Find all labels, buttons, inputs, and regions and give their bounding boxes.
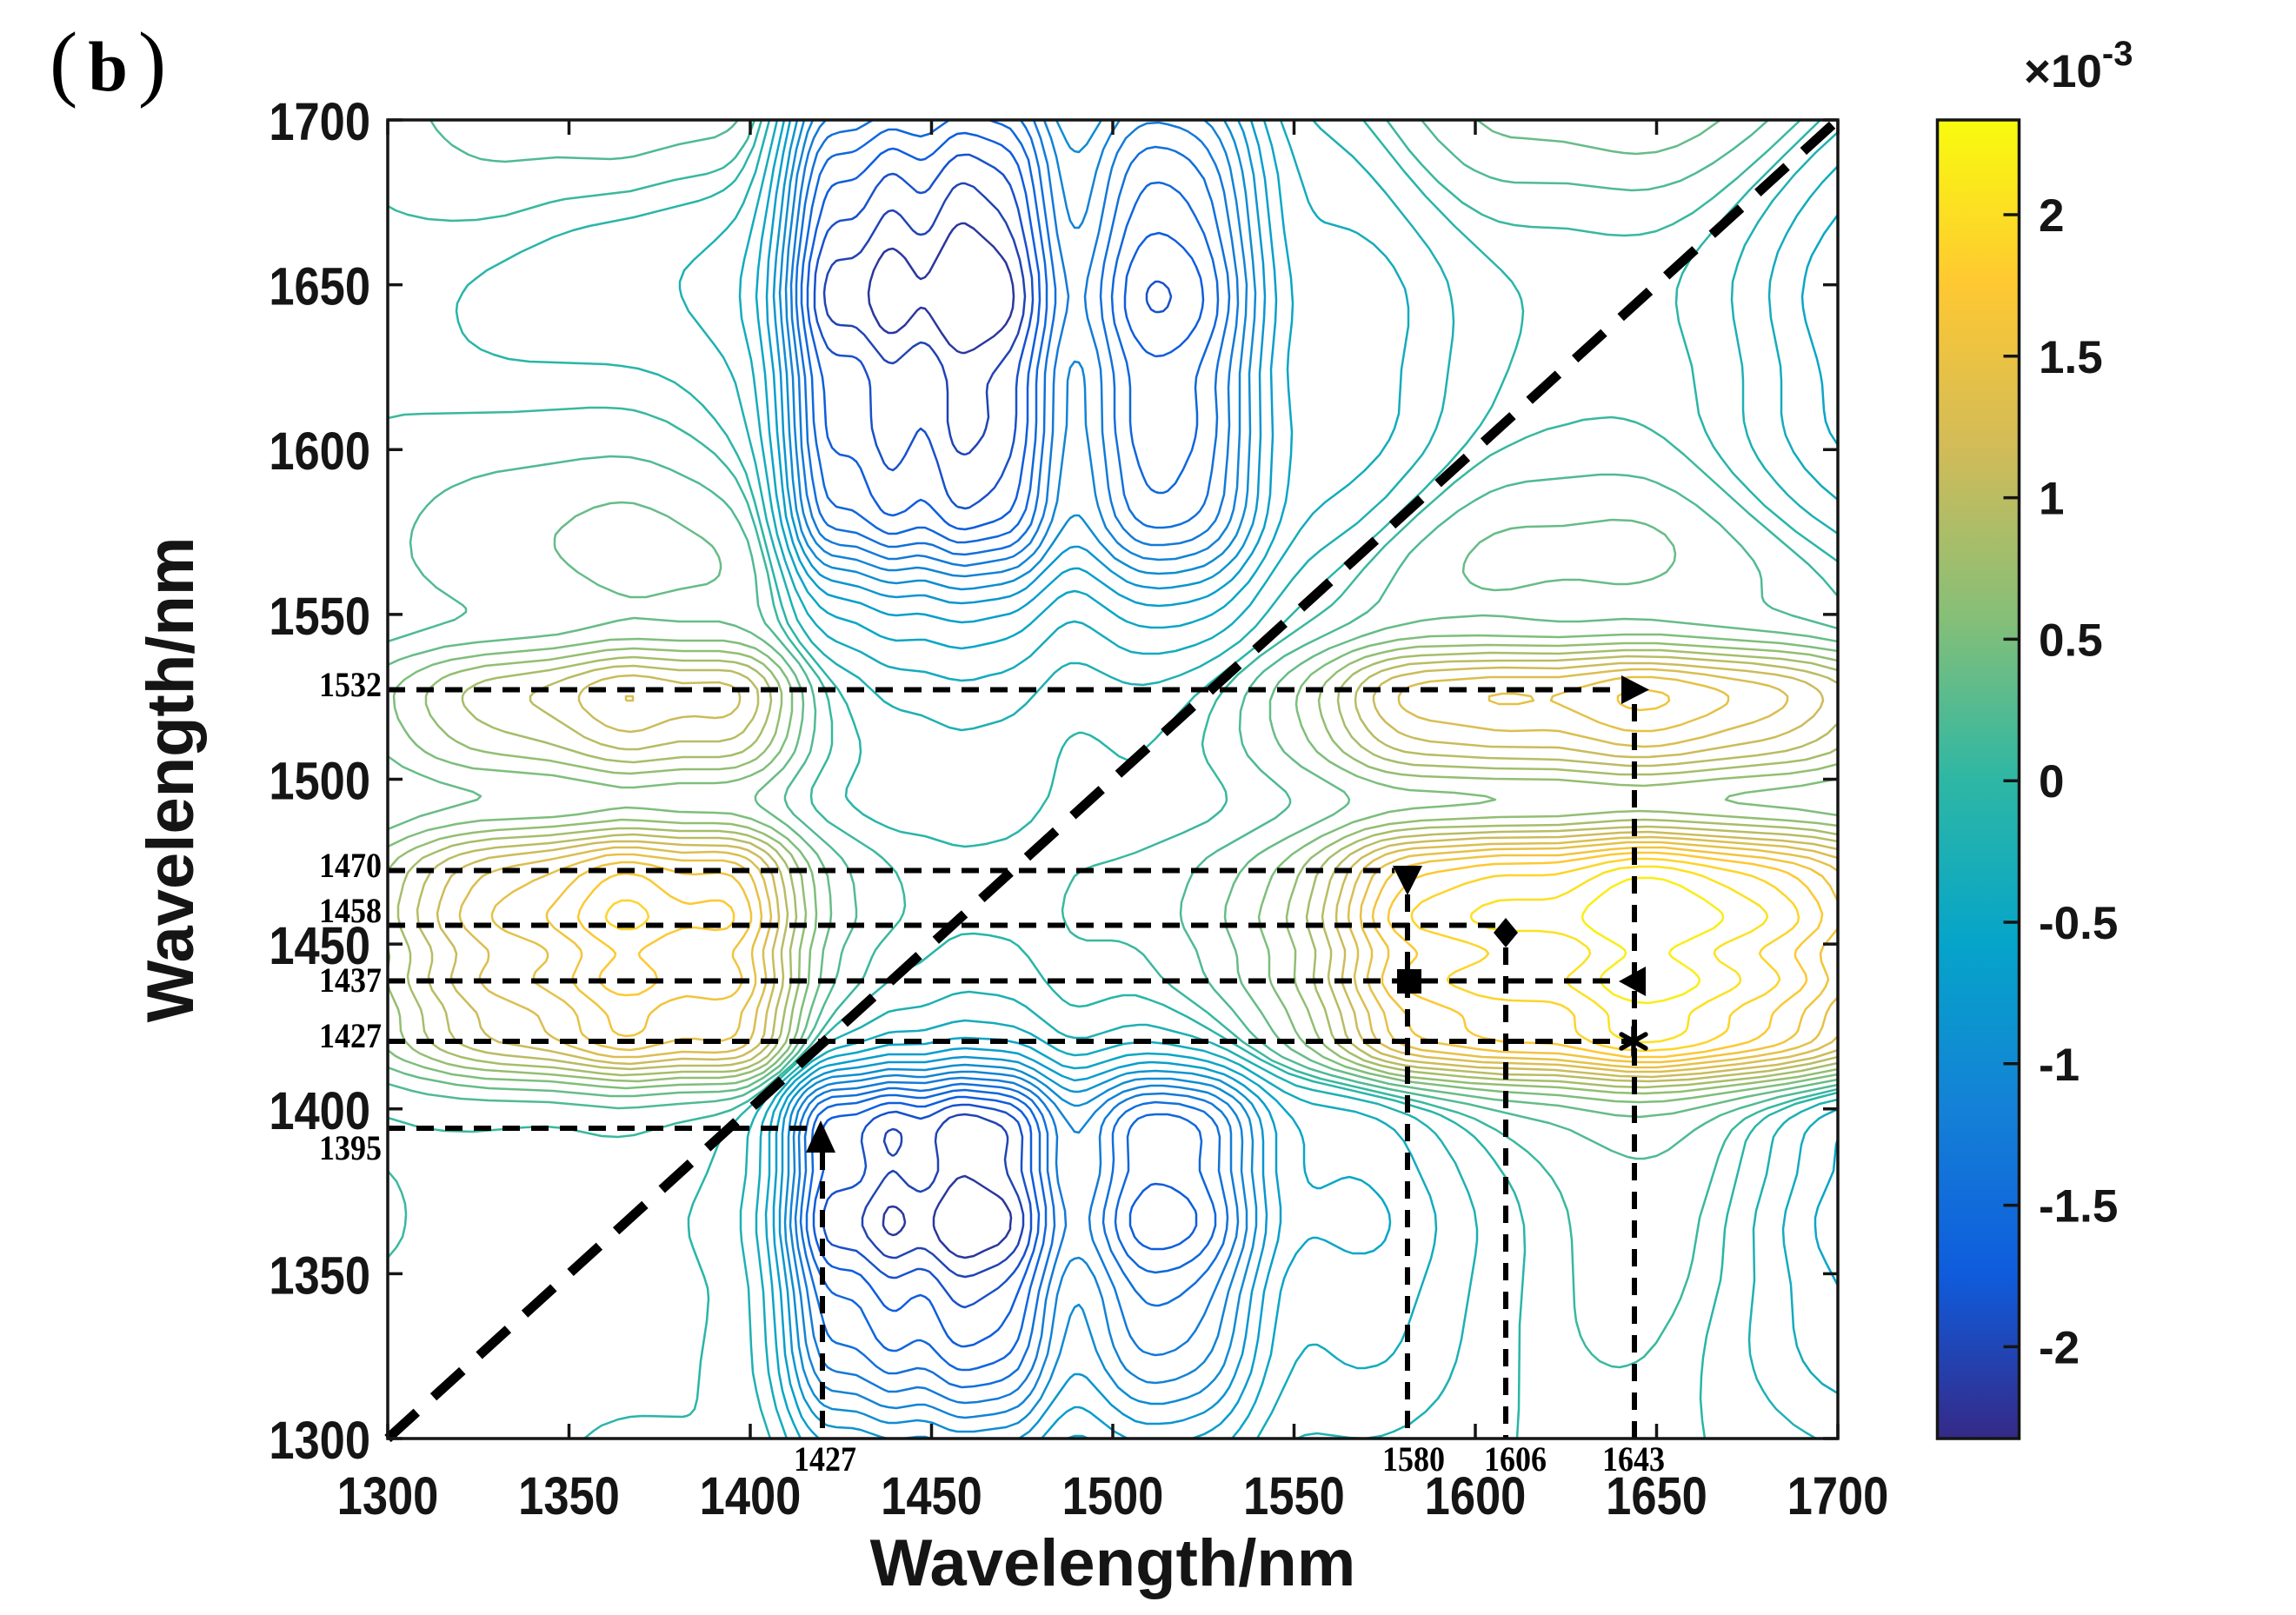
svg-text:1300: 1300 xyxy=(337,1466,439,1526)
svg-text:1700: 1700 xyxy=(269,92,370,152)
svg-text:1650: 1650 xyxy=(269,257,370,317)
svg-text:1532: 1532 xyxy=(319,666,382,704)
svg-text:1437: 1437 xyxy=(319,961,382,1000)
svg-text:1650: 1650 xyxy=(1606,1466,1707,1526)
svg-text:-1.5: -1.5 xyxy=(2039,1181,2118,1233)
svg-text:1400: 1400 xyxy=(700,1466,802,1526)
svg-text:1427: 1427 xyxy=(319,1017,382,1055)
svg-text:1300: 1300 xyxy=(269,1411,370,1471)
svg-text:1580: 1580 xyxy=(1382,1440,1445,1479)
svg-text:1450: 1450 xyxy=(881,1466,982,1526)
svg-text:Wavelength/nm: Wavelength/nm xyxy=(134,537,208,1023)
svg-text:1550: 1550 xyxy=(269,587,370,647)
svg-text:0: 0 xyxy=(2039,756,2064,808)
svg-text:2: 2 xyxy=(2039,190,2064,242)
svg-text:1700: 1700 xyxy=(1787,1466,1889,1526)
svg-text:1450: 1450 xyxy=(269,916,370,976)
svg-text:1350: 1350 xyxy=(518,1466,620,1526)
svg-text:1600: 1600 xyxy=(1425,1466,1527,1526)
svg-text:1.5: 1.5 xyxy=(2039,332,2103,383)
svg-text:(b): (b) xyxy=(50,16,166,109)
svg-text:Wavelength/nm: Wavelength/nm xyxy=(870,1526,1356,1600)
svg-text:1: 1 xyxy=(2039,474,2064,525)
svg-text:0.5: 0.5 xyxy=(2039,615,2103,666)
svg-text:-1: -1 xyxy=(2039,1040,2080,1091)
svg-text:-2: -2 xyxy=(2039,1322,2080,1373)
svg-text:1427: 1427 xyxy=(794,1440,856,1479)
svg-text:1350: 1350 xyxy=(269,1246,370,1306)
svg-text:1550: 1550 xyxy=(1243,1466,1345,1526)
svg-text:1606: 1606 xyxy=(1484,1440,1547,1479)
svg-text:1643: 1643 xyxy=(1602,1440,1665,1479)
svg-text:-0.5: -0.5 xyxy=(2039,898,2118,949)
svg-text:1600: 1600 xyxy=(269,422,370,482)
svg-text:1458: 1458 xyxy=(319,892,382,930)
svg-text:1500: 1500 xyxy=(269,752,370,812)
svg-text:1400: 1400 xyxy=(269,1081,370,1141)
svg-text:1395: 1395 xyxy=(319,1129,382,1167)
svg-text:1470: 1470 xyxy=(319,847,382,885)
svg-text:1500: 1500 xyxy=(1062,1466,1164,1526)
